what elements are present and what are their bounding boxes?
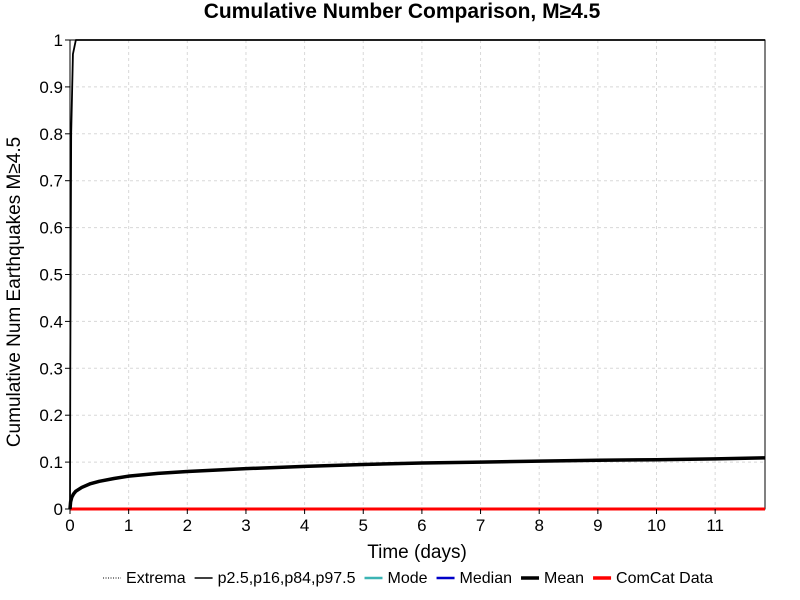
legend-label-p2-5-p16-p84-p97-5: p2.5,p16,p84,p97.5 (218, 570, 356, 587)
y-tick-label: 1 (54, 31, 63, 50)
x-tick-label: 4 (300, 516, 309, 535)
x-tick-label: 2 (183, 516, 192, 535)
x-tick-label: 5 (359, 516, 368, 535)
x-axis-ticks: 0 1 2 3 4 5 6 7 8 9 10 11 (65, 509, 724, 535)
y-axis-ticks: 0 0.1 0.2 0.3 0.4 0.5 0.6 0.7 0.8 0.9 1 (39, 31, 70, 519)
legend-label-extrema: Extrema (126, 570, 186, 587)
series-layer (68, 39, 766, 511)
y-tick-label: 0.6 (39, 219, 63, 238)
x-tick-label: 7 (476, 516, 485, 535)
legend-label-mode: Mode (388, 570, 428, 587)
y-axis-label: Cumulative Num Earthquakes M≥4.5 (4, 137, 25, 447)
y-tick-label: 0.1 (39, 453, 63, 472)
x-tick-label: 11 (706, 516, 724, 535)
y-tick-label: 0 (54, 500, 63, 519)
x-tick-label: 8 (534, 516, 543, 535)
legend: Extrema p2.5,p16,p84,p97.5 Mode Median Mean C… (103, 570, 713, 587)
legend-label-comcat-data: ComCat Data (616, 570, 713, 587)
x-axis-label: Time (days) (367, 542, 467, 563)
y-tick-label: 0.9 (39, 78, 63, 97)
x-tick-label: 3 (241, 516, 250, 535)
y-tick-label: 0.2 (39, 406, 63, 425)
chart-title: Cumulative Number Comparison, M≥4.5 (204, 0, 601, 23)
y-tick-label: 0.5 (39, 266, 63, 285)
legend-label-median: Median (460, 570, 512, 587)
y-tick-label: 0.8 (39, 125, 63, 144)
y-tick-label: 0.4 (39, 312, 63, 331)
x-tick-label: 1 (124, 516, 133, 535)
y-tick-label: 0.3 (39, 359, 63, 378)
y-tick-label: 0.7 (39, 172, 63, 191)
series-line-extrema (69, 39, 765, 510)
x-tick-label: 10 (647, 516, 666, 535)
x-tick-label: 0 (65, 516, 74, 535)
x-tick-label: 6 (417, 516, 426, 535)
grid (70, 40, 765, 509)
legend-label-mean: Mean (544, 570, 584, 587)
x-tick-label: 9 (593, 516, 602, 535)
series-line-mean (68, 456, 766, 510)
